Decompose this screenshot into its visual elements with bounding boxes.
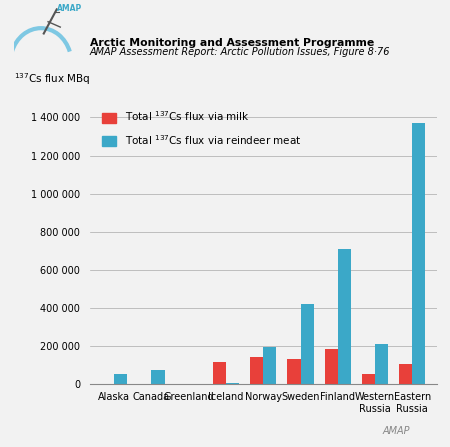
Text: AMAP Assessment Report: Arctic Pollution Issues, Figure 8·76: AMAP Assessment Report: Arctic Pollution… [90, 47, 391, 57]
Bar [399, 364, 412, 384]
Legend: Total $^{137}$Cs flux via milk, Total $^{137}$Cs flux via reindeer meat: Total $^{137}$Cs flux via milk, Total $^… [99, 106, 304, 150]
Text: $^{137}$Cs flux MBq: $^{137}$Cs flux MBq [14, 71, 90, 87]
Bar [338, 249, 351, 384]
Bar [152, 370, 165, 384]
Bar [301, 304, 314, 384]
Bar [263, 347, 276, 384]
Bar [412, 123, 425, 384]
Bar [375, 344, 388, 384]
Bar [213, 362, 226, 384]
Bar [250, 357, 263, 384]
Bar [114, 374, 127, 384]
Text: AMAP: AMAP [57, 4, 82, 13]
Bar [325, 349, 338, 384]
Text: AMAP: AMAP [382, 426, 410, 436]
Bar [288, 358, 301, 384]
Bar [362, 374, 375, 384]
Text: Arctic Monitoring and Assessment Programme: Arctic Monitoring and Assessment Program… [90, 38, 374, 48]
